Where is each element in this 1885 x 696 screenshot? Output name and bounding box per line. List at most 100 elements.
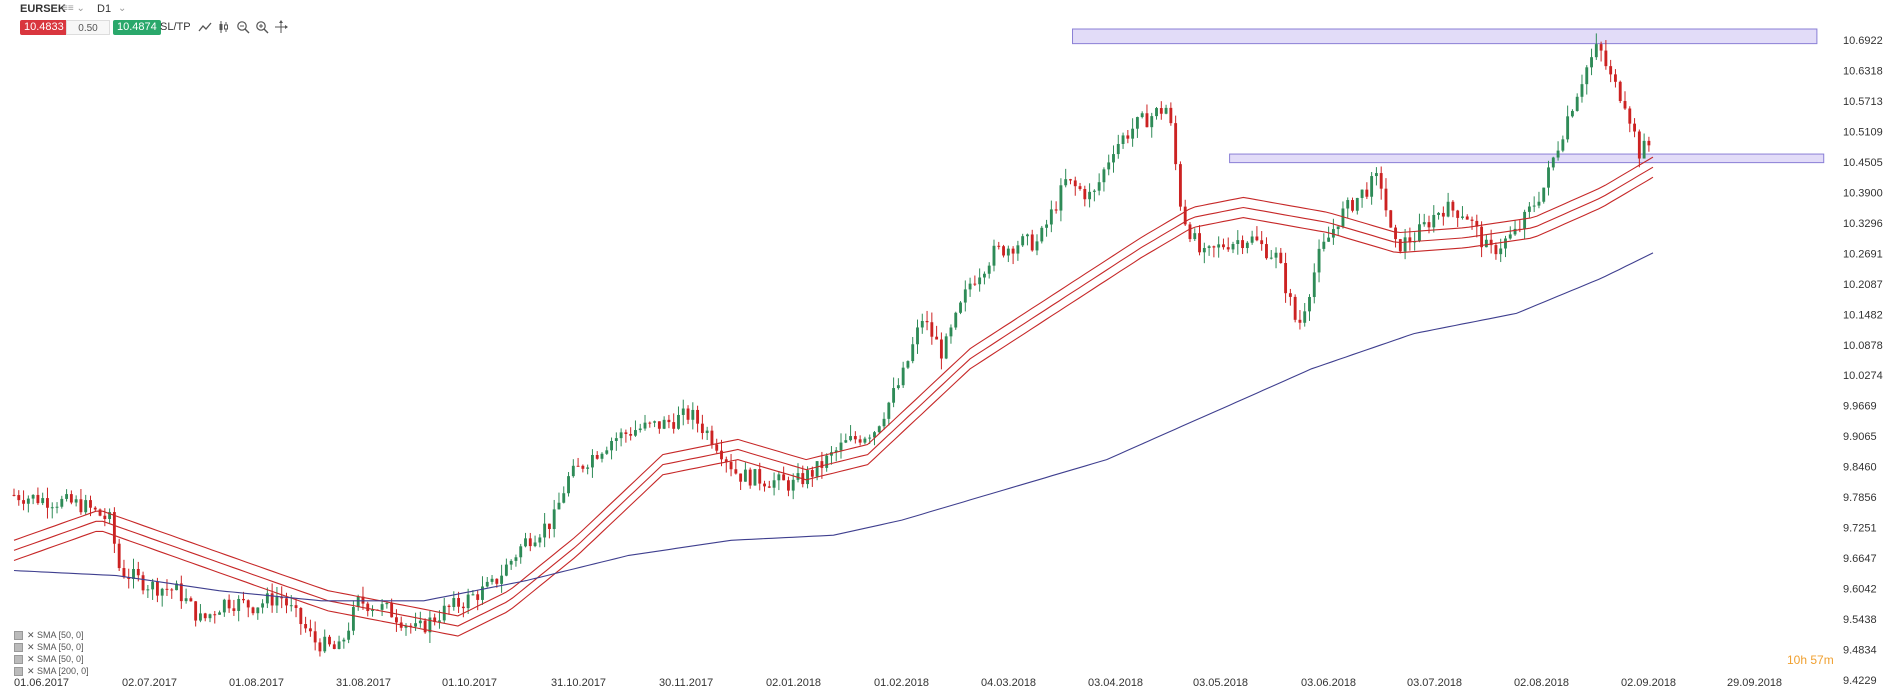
candle-body xyxy=(648,422,652,424)
candle-body xyxy=(1408,237,1412,243)
indicator-toggle-icon[interactable] xyxy=(14,655,23,664)
candle-body xyxy=(203,613,207,619)
candle-body xyxy=(1489,239,1493,246)
candle-body xyxy=(1336,226,1340,230)
candle-body xyxy=(519,546,523,558)
candle-body xyxy=(17,495,21,501)
candle-body xyxy=(949,327,953,337)
candle-body xyxy=(1121,135,1125,144)
candle-body xyxy=(1293,296,1297,320)
candle-body xyxy=(1556,150,1560,158)
candle-body xyxy=(371,609,374,612)
candle-body xyxy=(1269,257,1273,259)
candle-body xyxy=(1494,245,1498,255)
zoom-in-icon[interactable] xyxy=(255,20,269,34)
sma-line-2 xyxy=(13,176,1654,637)
candle-body xyxy=(1250,236,1254,243)
candle-body xyxy=(275,597,279,606)
line-chart-icon[interactable] xyxy=(198,20,212,34)
candle-body xyxy=(1217,244,1221,248)
candle-body xyxy=(342,639,346,642)
symbol-menu-chevron[interactable]: ≡≡ ⌄ xyxy=(62,3,85,14)
candle-body xyxy=(222,599,226,613)
candle-body xyxy=(1207,246,1211,249)
candle-body xyxy=(1049,209,1053,225)
x-tick-label: 02.08.2018 xyxy=(1514,677,1569,689)
candle-body xyxy=(1112,154,1115,163)
candle-body xyxy=(1365,189,1369,197)
indicator-item[interactable]: ✕ SMA [50, 0] xyxy=(14,654,84,665)
candle-body xyxy=(351,607,355,631)
x-tick-label: 02.01.2018 xyxy=(766,677,821,689)
candle-body xyxy=(1647,140,1651,146)
sell-price-button[interactable]: 10.4833 xyxy=(20,20,68,35)
buy-price-button[interactable]: 10.4874 xyxy=(113,20,161,35)
candle-body xyxy=(882,418,886,427)
x-tick-label: 03.07.2018 xyxy=(1407,677,1462,689)
candle-body xyxy=(992,245,996,266)
candle-body xyxy=(22,500,25,504)
indicator-label: ✕ SMA [50, 0] xyxy=(27,630,84,640)
candle-body xyxy=(36,494,40,504)
candle-body xyxy=(452,598,456,608)
crosshair-icon[interactable] xyxy=(274,20,288,34)
candle-body xyxy=(772,480,776,488)
candle-body xyxy=(1355,197,1359,211)
candle-body xyxy=(1202,248,1206,253)
candle-body xyxy=(653,421,657,423)
candle-body xyxy=(69,494,73,503)
indicator-toggle-icon[interactable] xyxy=(14,643,23,652)
candle-body xyxy=(1351,200,1354,211)
candle-body xyxy=(433,617,437,622)
indicator-item[interactable]: ✕ SMA [50, 0] xyxy=(14,630,84,641)
y-tick-label: 9.4834 xyxy=(1843,645,1877,657)
candle-body xyxy=(1403,237,1407,252)
candle-body xyxy=(1308,297,1311,312)
symbol-name[interactable]: EURSEK xyxy=(20,3,66,15)
y-tick-label: 9.7856 xyxy=(1843,492,1877,504)
indicator-item[interactable]: ✕ SMA [50, 0] xyxy=(14,642,84,653)
candle-body xyxy=(562,493,566,503)
candle-body xyxy=(189,598,193,602)
timeframe-selector[interactable]: D1 xyxy=(97,3,112,15)
candle-body xyxy=(1073,180,1077,187)
zoom-out-icon[interactable] xyxy=(236,20,250,34)
candle-body xyxy=(1379,173,1383,189)
candle-body xyxy=(600,453,604,459)
candle-body xyxy=(538,537,542,543)
candle-body xyxy=(141,575,145,591)
candle-body xyxy=(1637,131,1641,159)
candle-body xyxy=(844,440,848,443)
candle-body xyxy=(93,507,97,510)
candle-body xyxy=(1260,240,1264,245)
indicator-toggle-icon[interactable] xyxy=(14,631,23,640)
candle-body xyxy=(218,612,221,615)
candle-body xyxy=(968,283,972,290)
indicator-toggle-icon[interactable] xyxy=(14,667,23,676)
candle-body xyxy=(1274,252,1278,258)
candle-body xyxy=(691,409,695,420)
sltp-button[interactable]: SL/TP xyxy=(160,21,191,33)
candle-body xyxy=(906,361,910,368)
candle-body xyxy=(528,538,532,547)
candle-body xyxy=(1475,220,1479,227)
timeframe-chevron[interactable]: ⌄ xyxy=(118,3,127,14)
candle-body xyxy=(1097,182,1101,191)
x-tick-label: 01.06.2017 xyxy=(14,677,69,689)
indicator-item[interactable]: ✕ SMA [200, 0] xyxy=(14,666,89,677)
candle-body xyxy=(356,596,360,608)
candle-body xyxy=(213,614,217,616)
candle-body xyxy=(1174,123,1178,165)
candle-body xyxy=(1618,81,1622,102)
y-tick-label: 9.9065 xyxy=(1843,431,1877,443)
candle-body xyxy=(136,568,140,576)
candle-body xyxy=(390,602,394,618)
candle-body xyxy=(1422,222,1426,225)
candle-body xyxy=(720,450,723,460)
candle-body xyxy=(1470,219,1474,221)
candle-body xyxy=(595,454,599,459)
candles-icon[interactable] xyxy=(218,20,232,34)
candle-body xyxy=(944,336,948,359)
y-tick-label: 9.5438 xyxy=(1843,614,1877,626)
